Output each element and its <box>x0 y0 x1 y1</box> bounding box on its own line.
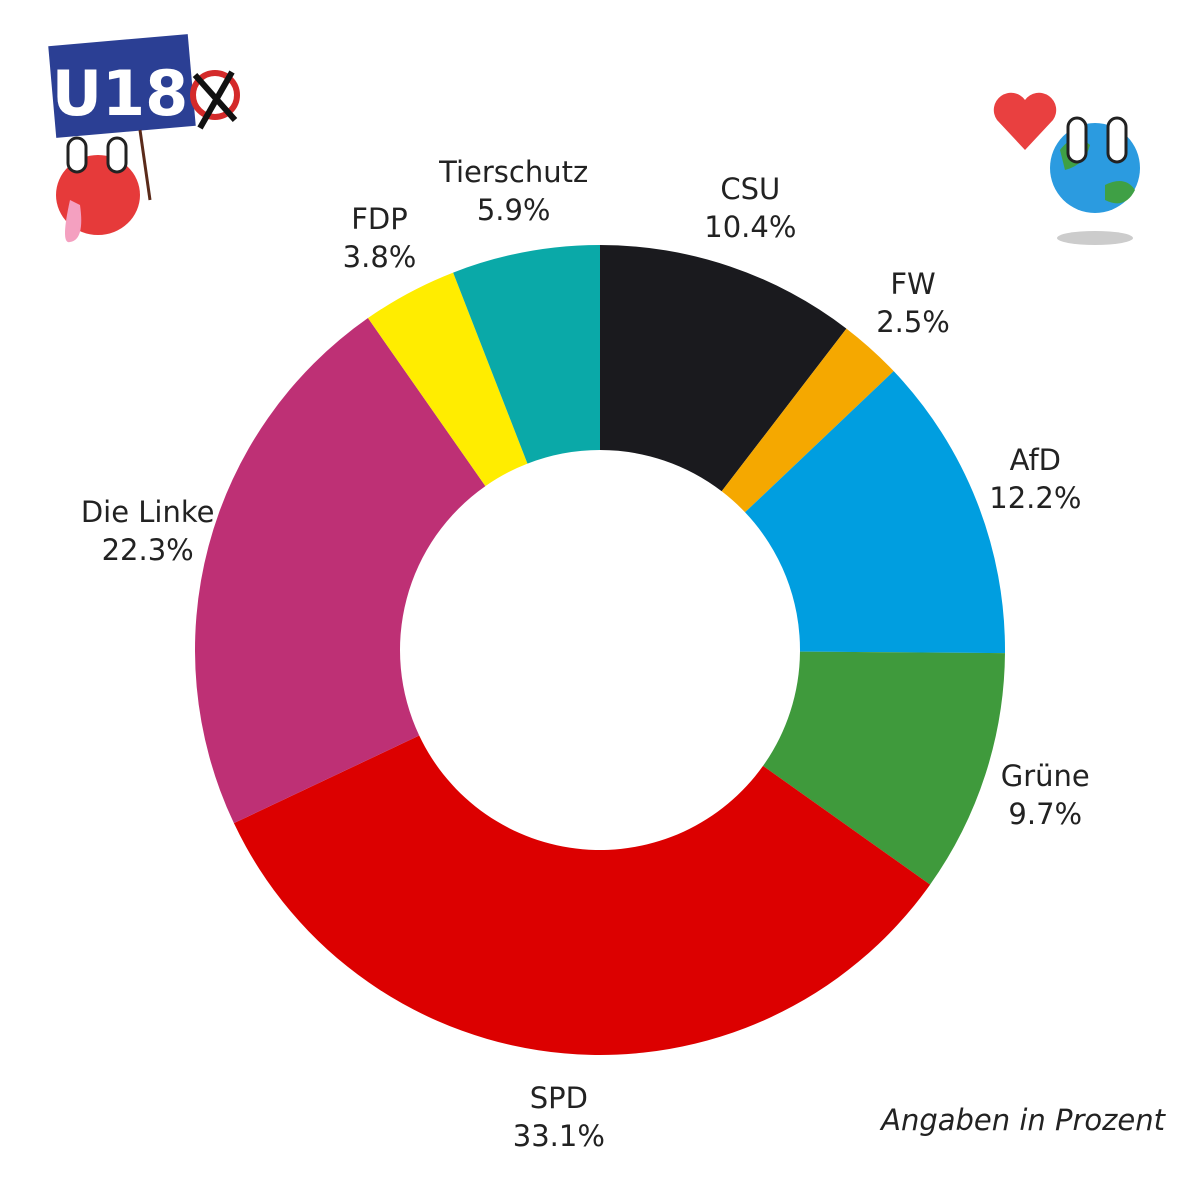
segment-value: 9.7% <box>1008 797 1082 831</box>
logo-text: U18 <box>52 57 189 130</box>
segment-value: 2.5% <box>876 305 950 339</box>
eye <box>1066 116 1088 164</box>
note: Angaben in Prozent <box>879 1103 1166 1137</box>
stick <box>138 129 152 201</box>
segment-label: AfD <box>1010 443 1061 477</box>
heart <box>993 92 1057 150</box>
donut-segment <box>745 371 1005 654</box>
segment-label: CSU <box>720 172 780 206</box>
segment-value: 33.1% <box>513 1119 605 1153</box>
donut-segment <box>195 318 486 824</box>
donut-segment <box>600 245 847 492</box>
logo-circle <box>190 70 240 120</box>
donut-segment <box>453 245 600 464</box>
segment-label: Grüne <box>1001 759 1090 793</box>
donut-segment <box>367 272 528 487</box>
segment-label: Die Linke <box>81 495 215 529</box>
shadow <box>1057 231 1133 245</box>
eye <box>1106 116 1128 164</box>
segment-label: FDP <box>351 202 408 236</box>
segment-label: SPD <box>530 1081 588 1115</box>
segment-label: Tierschutz <box>438 155 588 189</box>
logo: U18 <box>48 34 240 243</box>
eye <box>66 136 88 174</box>
tongue <box>65 200 82 243</box>
segment-value: 12.2% <box>989 481 1081 515</box>
segment-value: 3.8% <box>343 240 417 274</box>
donut-segment <box>233 735 931 1055</box>
segment-value: 10.4% <box>704 210 796 244</box>
donut-segment <box>763 651 1005 885</box>
eye <box>106 136 128 174</box>
segment-value: 5.9% <box>477 193 551 227</box>
logo-cross <box>192 70 238 130</box>
segment-label: FW <box>890 267 935 301</box>
earth-mascot <box>993 92 1140 245</box>
donut-segment <box>721 328 894 513</box>
segment-value: 22.3% <box>102 533 194 567</box>
logo-sign <box>48 34 196 138</box>
